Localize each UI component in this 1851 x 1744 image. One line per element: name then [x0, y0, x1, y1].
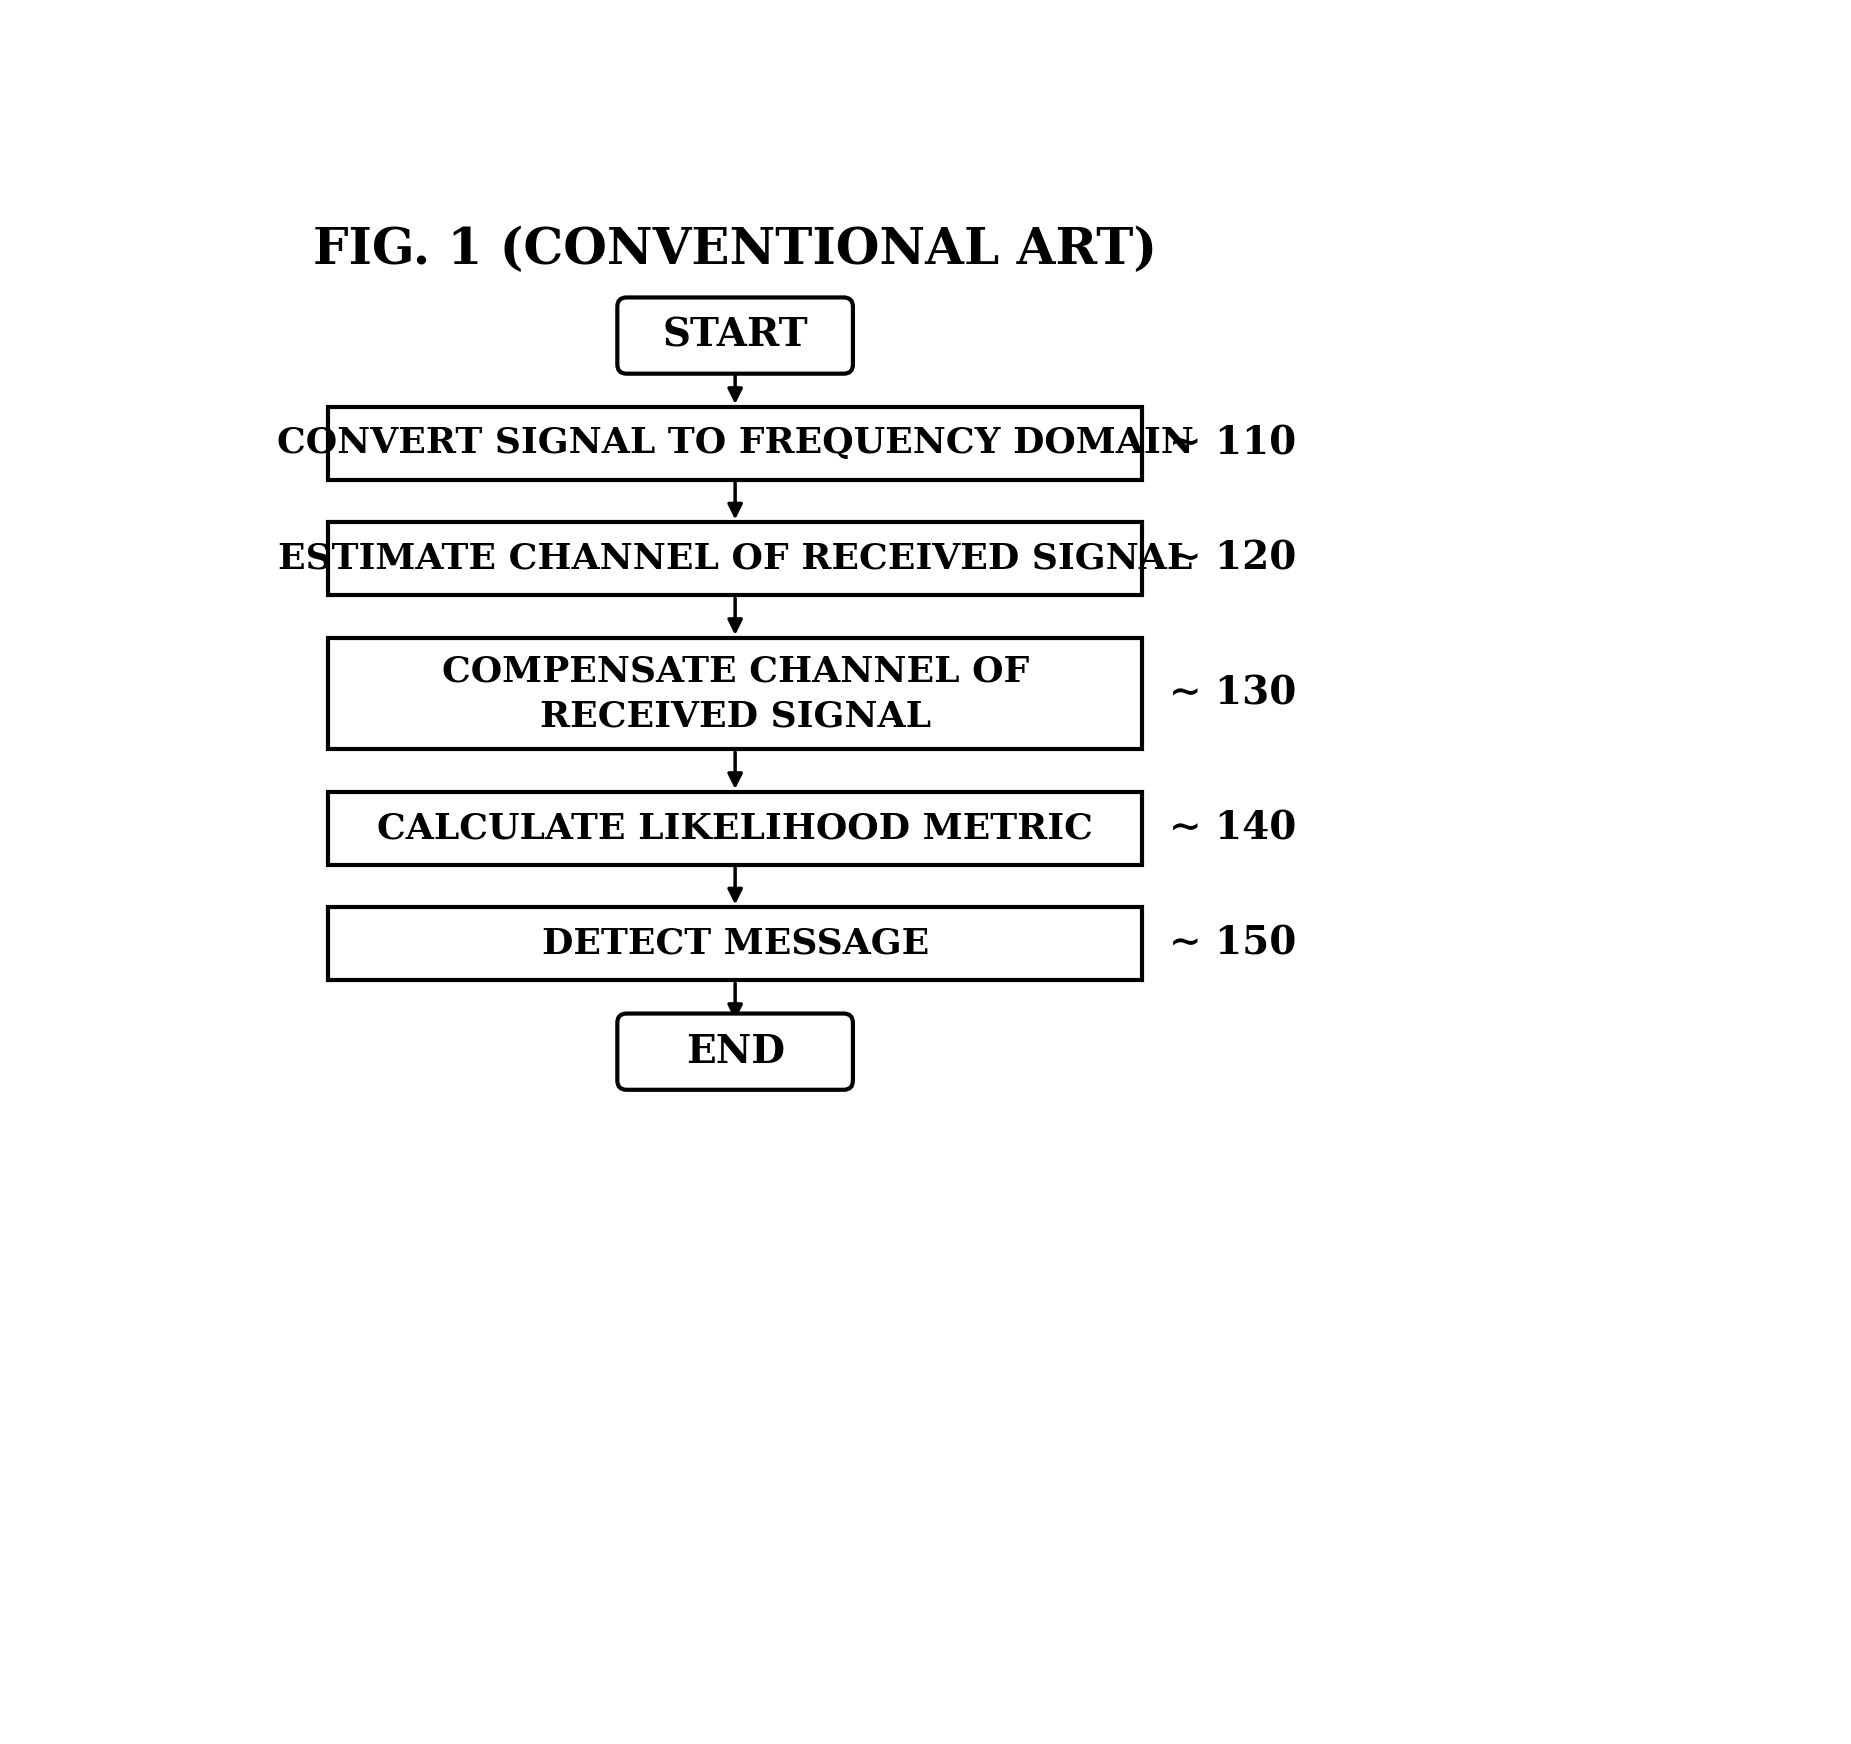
FancyBboxPatch shape: [328, 638, 1142, 750]
Text: ∼ 140: ∼ 140: [1170, 809, 1296, 848]
Text: FIG. 1 (CONVENTIONAL ART): FIG. 1 (CONVENTIONAL ART): [313, 227, 1157, 276]
FancyBboxPatch shape: [328, 907, 1142, 980]
FancyBboxPatch shape: [328, 406, 1142, 480]
FancyBboxPatch shape: [618, 298, 853, 373]
Text: ESTIMATE CHANNEL OF RECEIVED SIGNAL: ESTIMATE CHANNEL OF RECEIVED SIGNAL: [278, 542, 1192, 576]
FancyBboxPatch shape: [328, 792, 1142, 865]
FancyBboxPatch shape: [328, 521, 1142, 595]
Text: CALCULATE LIKELIHOOD METRIC: CALCULATE LIKELIHOOD METRIC: [378, 811, 1094, 846]
Text: CONVERT SIGNAL TO FREQUENCY DOMAIN: CONVERT SIGNAL TO FREQUENCY DOMAIN: [276, 426, 1194, 460]
Text: DETECT MESSAGE: DETECT MESSAGE: [542, 926, 929, 961]
FancyBboxPatch shape: [618, 1013, 853, 1090]
Text: COMPENSATE CHANNEL OF
RECEIVED SIGNAL: COMPENSATE CHANNEL OF RECEIVED SIGNAL: [442, 654, 1029, 732]
Text: ∼ 150: ∼ 150: [1170, 924, 1296, 963]
Text: ∼ 120: ∼ 120: [1170, 541, 1296, 577]
Text: END: END: [685, 1032, 785, 1071]
Text: ∼ 130: ∼ 130: [1170, 675, 1296, 713]
Text: START: START: [663, 317, 807, 354]
Text: ∼ 110: ∼ 110: [1170, 424, 1296, 462]
